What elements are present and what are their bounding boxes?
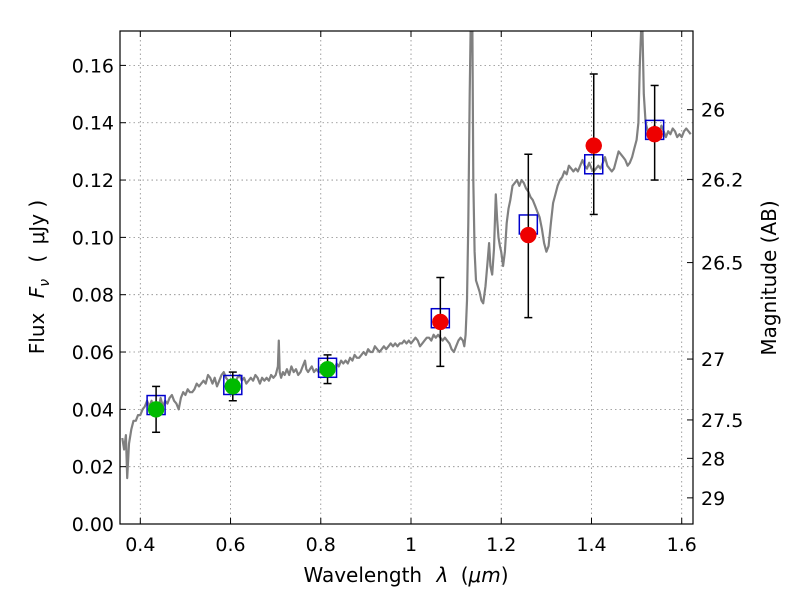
infrared-data-point: [585, 137, 602, 154]
y2-tick-label: 28: [701, 448, 725, 470]
y-axis-label-close-paren: ): [25, 200, 49, 208]
y-tick-label: 0.12: [72, 170, 114, 192]
y-axis-label-unit: μJy: [25, 214, 49, 245]
y-axis-label-text: Flux: [25, 312, 49, 354]
x-axis-label-close-paren: ): [501, 563, 509, 587]
x-tick-label: 1: [405, 534, 417, 556]
y-axis-label-open-paren: (: [25, 255, 49, 263]
y-tick-label: 0.00: [72, 514, 114, 536]
infrared-data-point: [520, 226, 537, 244]
y-tick-label: 0.06: [72, 342, 114, 364]
x-axis-label-text: Wavelength: [303, 563, 422, 587]
y2-tick-label: 26.2: [701, 169, 743, 191]
x-tick-label: 0.6: [215, 534, 245, 556]
y2-axis-label: Magnitude (AB): [757, 200, 781, 355]
plot-layer: [121, 31, 692, 480]
x-tick-label: 0.4: [125, 534, 155, 556]
x-axis-label-unit: μm: [468, 563, 501, 587]
y2-tick-label: 29: [701, 488, 725, 510]
optical-data-point: [224, 378, 242, 395]
y-tick-label: 0.02: [72, 457, 114, 479]
optical-data-point: [319, 360, 336, 378]
x-tick-label: 1.2: [486, 534, 516, 556]
x-axis-label-open-paren: (: [461, 563, 469, 587]
infrared-data-point: [432, 313, 449, 331]
y-axis-label: Flux Fν ( μJy ): [25, 200, 54, 354]
y-tick-label: 0.04: [72, 399, 114, 421]
x-tick-label: 1.4: [576, 534, 606, 556]
y2-tick-label: 26: [701, 100, 725, 122]
x-tick-label: 1.6: [667, 534, 697, 556]
y2-tick-label: 27.5: [701, 410, 743, 432]
y2-tick-label: 27: [701, 349, 725, 371]
x-axis-label-symbol: λ: [435, 563, 448, 587]
optical-data-point: [147, 401, 165, 418]
tick-layer: 0.4 0.6 0.8 1 1.2 1.4 1.6 0.00 0.02 0.04 0.06 0.08 0…: [72, 31, 743, 556]
infrared-data-point: [646, 125, 663, 143]
y-tick-label: 0.16: [72, 55, 114, 77]
plot-frame: [119, 30, 694, 525]
spectrum-line: [121, 31, 692, 480]
x-axis-label: Wavelength λ (μm): [303, 563, 508, 587]
y-tick-label: 0.10: [72, 227, 114, 249]
x-tick-label: 0.8: [306, 534, 336, 556]
y-axis-label-symbol: F: [25, 286, 49, 298]
y-axis-label-symbol-sub: ν: [37, 279, 53, 287]
grid-layer: [120, 31, 693, 525]
y2-tick-label: 26.5: [701, 253, 743, 275]
y-tick-label: 0.14: [72, 113, 114, 135]
y-tick-label: 0.08: [72, 285, 114, 307]
